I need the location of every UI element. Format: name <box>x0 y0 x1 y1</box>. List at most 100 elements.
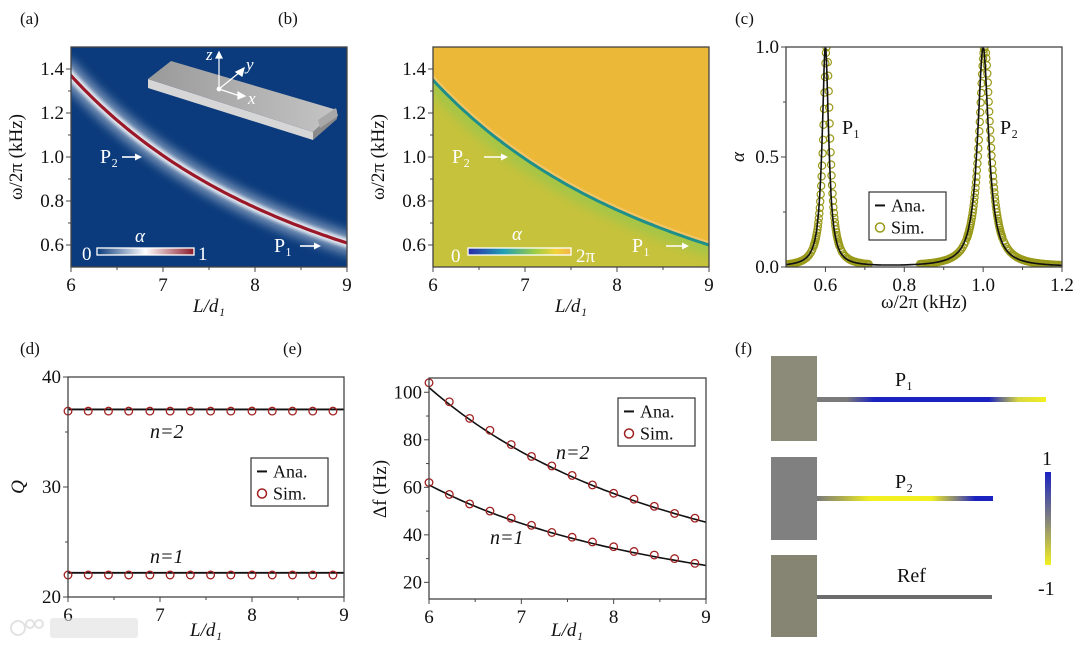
sim-data-point <box>988 165 997 174</box>
x-tick-label: 7 <box>520 275 530 296</box>
legend-label-ana: Ana. <box>891 195 926 215</box>
x-tick-label: 1.2 <box>1050 275 1074 296</box>
panel-label-a: (a) <box>20 9 39 28</box>
sim-data-point <box>828 189 837 198</box>
sim-data-point <box>104 570 113 580</box>
arrowhead-icon <box>314 242 321 250</box>
sim-data-point <box>247 406 257 416</box>
sim-data-point <box>971 183 980 193</box>
p2-annotation: P₂ <box>100 146 118 168</box>
x-tick-label: 6 <box>63 605 73 626</box>
sim-data-point <box>226 406 236 416</box>
n2-annotation: n=2 <box>556 442 590 464</box>
x-tick-label: 8 <box>250 275 260 296</box>
alpha-colorbar <box>96 247 195 256</box>
x-tick-label: 9 <box>339 605 349 626</box>
y-tick-label: 30 <box>42 477 61 498</box>
sim-data-point <box>970 193 979 202</box>
n1-annotation: n=1 <box>490 527 524 549</box>
legend: Ana. Sim. <box>868 191 947 241</box>
x-tick-label: 9 <box>342 275 352 296</box>
x-axis-label: L/d₁ <box>189 620 222 641</box>
y-tick-label: 20 <box>42 587 61 608</box>
x-tick-label: 1.0 <box>971 275 995 296</box>
sim-data-point <box>818 149 827 158</box>
legend-label-sim: Sim. <box>640 424 674 444</box>
y-tick-label: 1.0 <box>40 147 64 168</box>
sim-data-point <box>986 143 996 152</box>
legend-label-sim: Sim. <box>273 484 307 504</box>
sim-data-point <box>975 126 984 136</box>
sim-data-point <box>969 197 979 206</box>
colorbar-max-label: 1 <box>1042 448 1052 470</box>
sim-data-point <box>465 413 475 423</box>
sim-data-point <box>827 180 837 190</box>
sim-data-point <box>988 171 998 181</box>
sim-data-point <box>985 107 994 116</box>
x-tick-label: 9 <box>704 275 714 296</box>
y-tick-label: 80 <box>403 430 422 451</box>
sim-data-point <box>104 406 113 416</box>
sim-data-point <box>587 537 597 547</box>
sim-data-point <box>629 547 639 556</box>
y-tick-label: 40 <box>403 525 422 546</box>
sim-data-point <box>185 570 195 580</box>
y-axis-label: Q <box>8 480 29 494</box>
sim-data-point <box>485 506 495 516</box>
colorbar-min-label: -1 <box>1038 578 1055 600</box>
sim-data-point <box>976 108 985 117</box>
legend-circle-swatch <box>256 488 268 499</box>
sim-data-point <box>124 570 134 580</box>
colorbar-min-label: 0 <box>82 244 92 265</box>
x-tick-label: 8 <box>609 607 619 628</box>
sim-data-point <box>288 406 297 416</box>
n2-annotation: n=2 <box>150 421 184 443</box>
sim-data-point <box>829 208 839 218</box>
phase-region-high <box>433 47 709 245</box>
legend-label-sim: Sim. <box>891 218 925 238</box>
sim-data-point <box>989 177 998 187</box>
arrowhead-icon <box>501 153 508 161</box>
sim-data-point <box>547 461 557 471</box>
sim-data-point <box>206 406 216 416</box>
y-tick-label: 0.6 <box>40 235 64 256</box>
sim-data-point <box>974 144 983 153</box>
sim-data-point <box>985 126 995 135</box>
analytic-curve <box>428 484 707 567</box>
p2-base-block <box>771 457 817 540</box>
sim-data-point <box>206 570 216 580</box>
x-tick-label: 6 <box>424 607 434 628</box>
ref-label: Ref <box>897 565 926 587</box>
sim-data-point <box>801 254 810 263</box>
sim-data-point <box>828 196 838 206</box>
sim-data-point <box>485 425 495 435</box>
sim-data-point <box>972 172 981 181</box>
sim-data-point <box>328 570 338 580</box>
legend-circle-swatch <box>874 222 886 233</box>
x-tick-label: 7 <box>158 275 168 296</box>
sim-data-point <box>976 98 985 107</box>
x-axis-label: L/d₁ <box>550 620 583 641</box>
ref-beam <box>817 595 992 599</box>
x-tick-label: 7 <box>155 605 165 626</box>
sim-data-point <box>527 520 536 530</box>
inset-axes-icon <box>215 50 247 100</box>
y-tick-label: 0.8 <box>402 191 426 212</box>
y-tick-label: 20 <box>403 572 422 593</box>
panel-label-e: (e) <box>283 339 302 358</box>
sim-data-point <box>670 509 680 518</box>
y-tick-label: 1.2 <box>40 103 64 124</box>
sim-data-point <box>308 570 318 580</box>
beam-tab <box>318 108 338 128</box>
colorbar-max-label: 2π <box>576 246 596 267</box>
sim-data-point <box>567 470 577 480</box>
sim-data-point <box>983 69 992 78</box>
n1-annotation: n=1 <box>150 546 184 568</box>
sim-data-point <box>974 135 984 145</box>
sim-data-point <box>953 249 962 258</box>
sim-data-point <box>826 160 836 169</box>
y-axis-label: ω/2π (kHz) <box>6 114 27 200</box>
legend-label-ana: Ana. <box>273 461 308 481</box>
y-tick-label: 1.4 <box>402 59 426 80</box>
